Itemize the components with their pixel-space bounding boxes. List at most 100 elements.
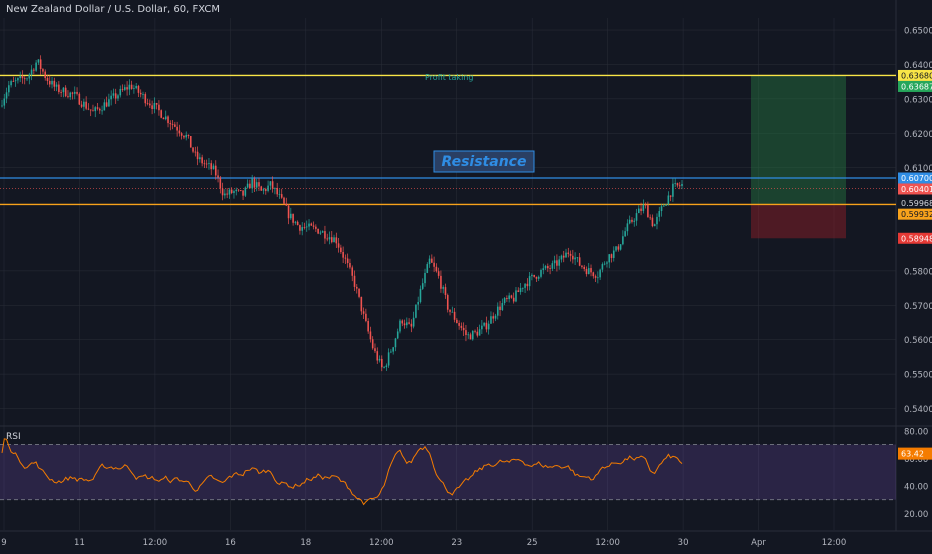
- rsi-tick-label-2: 40.00: [904, 482, 928, 492]
- candle-body-128: [292, 213, 294, 223]
- candle-body-270: [615, 246, 617, 251]
- candle-body-182: [415, 304, 417, 318]
- candle-body-77: [176, 126, 178, 131]
- candle-body-145: [330, 237, 333, 243]
- candle-body-247: [562, 255, 565, 258]
- candle-body-218: [496, 306, 499, 316]
- candle-body-187: [426, 264, 429, 273]
- candle-body-208: [474, 330, 476, 332]
- x-tick-label-7: 25: [527, 538, 538, 548]
- candle-body-49: [112, 93, 115, 96]
- candle-body-91: [208, 163, 210, 164]
- candle-body-148: [337, 243, 340, 248]
- x-tick-label-8: 12:00: [595, 538, 620, 548]
- candle-body-82: [187, 134, 190, 137]
- candle-body-205: [467, 334, 470, 336]
- candle-body-279: [635, 213, 638, 221]
- candle-body-146: [333, 237, 335, 243]
- x-tick-label-5: 12:00: [369, 538, 394, 548]
- rsi-tick-label-1: 60.00: [904, 455, 928, 465]
- candle-body-277: [631, 219, 633, 222]
- candle-body-149: [340, 247, 342, 252]
- candle-body-168: [383, 367, 385, 368]
- candle-body-157: [358, 288, 360, 297]
- candle-body-180: [410, 323, 413, 327]
- candle-body-193: [440, 275, 442, 289]
- candle-body-86: [196, 151, 199, 160]
- candle-body-239: [544, 266, 547, 269]
- candle-body-46: [105, 102, 108, 107]
- candle-body-55: [126, 87, 128, 90]
- candle-body-138: [315, 226, 317, 229]
- candle-body-278: [633, 220, 636, 222]
- candle-body-173: [394, 338, 397, 348]
- x-tick-label-1: 11: [74, 538, 85, 548]
- candle-body-190: [433, 262, 435, 267]
- candle-body-257: [585, 268, 588, 275]
- candle-body-150: [342, 251, 344, 258]
- candle-body-125: [285, 203, 288, 206]
- candle-body-117: [267, 185, 269, 191]
- candle-body-101: [230, 189, 233, 194]
- candle-body-134: [305, 226, 308, 228]
- candle-body-24: [55, 84, 58, 87]
- candle-body-115: [262, 189, 265, 191]
- candle-body-84: [192, 147, 194, 152]
- candle-body-177: [403, 323, 406, 326]
- x-tick-label-6: 23: [451, 538, 462, 548]
- candle-body-104: [237, 189, 240, 191]
- candle-body-258: [587, 268, 590, 275]
- candle-body-7: [17, 78, 19, 81]
- candle-body-202: [460, 325, 463, 328]
- candle-body-105: [239, 190, 242, 191]
- candle-body-219: [499, 306, 501, 310]
- candle-body-111: [253, 178, 256, 188]
- price-label-badge-6: [898, 232, 932, 244]
- candle-body-209: [476, 331, 479, 336]
- candle-body-85: [194, 151, 197, 153]
- candle-body-63: [144, 94, 147, 104]
- candle-body-53: [121, 88, 124, 90]
- candle-body-250: [569, 253, 572, 256]
- horizontal-lines[interactable]: [0, 74, 896, 206]
- candle-body-276: [628, 219, 631, 224]
- candle-body-110: [251, 178, 253, 189]
- candle-body-236: [537, 276, 540, 279]
- candle-body-204: [465, 330, 467, 336]
- candle-body-156: [355, 286, 358, 289]
- candle-body-228: [519, 288, 522, 293]
- resistance-label-box[interactable]: [433, 150, 535, 173]
- candle-body-131: [299, 225, 301, 231]
- candle-body-287: [653, 224, 656, 227]
- candle-body-167: [380, 358, 383, 368]
- time-axis[interactable]: 9 11 12:00 16 18 12:00 23 25 12:00 30 Apr 12:00: [1, 538, 846, 548]
- candle-body-215: [490, 316, 492, 324]
- candle-body-230: [524, 283, 526, 288]
- candle-body-37: [85, 101, 87, 109]
- candle-body-217: [494, 315, 497, 319]
- candle-body-140: [319, 232, 322, 234]
- candle-body-159: [362, 311, 365, 314]
- candle-body-196: [446, 295, 449, 310]
- candle-body-103: [235, 189, 238, 192]
- y-tick-label-9: 0.54000: [904, 405, 932, 415]
- candle-body-186: [424, 272, 426, 284]
- candle-body-20: [46, 78, 49, 81]
- candle-body-222: [506, 298, 508, 300]
- candle-body-192: [437, 271, 440, 276]
- candle-body-179: [408, 322, 410, 324]
- price-label-2: 0.60700: [901, 174, 932, 183]
- candle-body-292: [665, 204, 667, 206]
- rsi-title: RSI: [6, 432, 21, 442]
- candle-body-238: [542, 268, 545, 270]
- candle-body-123: [280, 194, 283, 198]
- candle-body-69: [158, 104, 160, 111]
- candle-body-212: [483, 322, 485, 326]
- candle-body-151: [344, 257, 347, 259]
- candle-body-210: [478, 329, 481, 336]
